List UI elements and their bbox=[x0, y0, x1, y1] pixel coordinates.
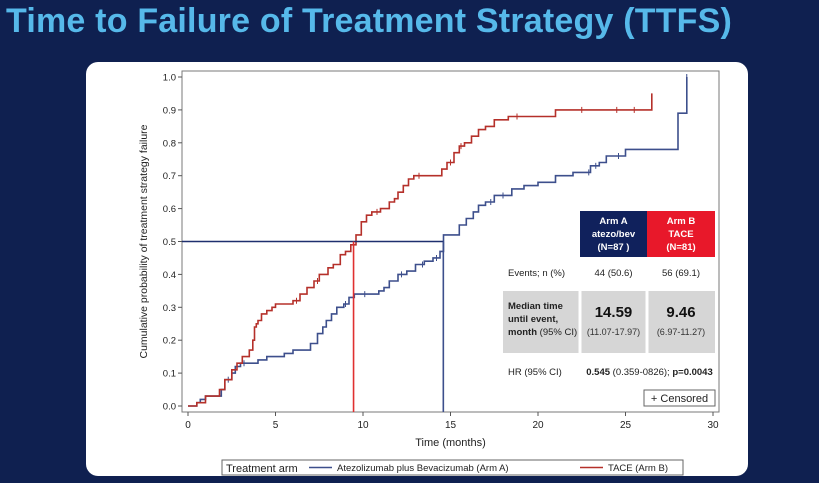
events-arm-a: 44 (50.6) bbox=[594, 268, 632, 279]
median-arm-a: 14.59 bbox=[595, 304, 633, 321]
header-arm-b-line: Arm B bbox=[667, 216, 696, 227]
header-arm-b-line: TACE bbox=[668, 229, 693, 240]
x-tick-label: 30 bbox=[707, 420, 719, 431]
x-axis-label: Time (months) bbox=[415, 437, 486, 449]
legend-label-arm-b: TACE (Arm B) bbox=[608, 463, 668, 474]
x-tick-label: 20 bbox=[532, 420, 544, 431]
header-arm-a-line: Arm A bbox=[599, 216, 627, 227]
row-label-median-1: Median time bbox=[508, 301, 563, 312]
x-tick-label: 0 bbox=[185, 420, 191, 431]
y-tick-label: 1.0 bbox=[163, 73, 176, 84]
row-label-hr: HR (95% CI) bbox=[508, 367, 562, 378]
median-ci-arm-b: (6.97-11.27) bbox=[657, 327, 705, 337]
x-tick-label: 25 bbox=[620, 420, 632, 431]
y-tick-label: 0.5 bbox=[163, 237, 176, 248]
y-tick-label: 0.9 bbox=[163, 105, 176, 116]
median-ci-arm-a: (11.07-17.97) bbox=[587, 327, 640, 337]
legend-box bbox=[221, 459, 684, 476]
table-median-row-bg bbox=[503, 291, 715, 353]
x-tick-label: 10 bbox=[357, 420, 369, 431]
km-curve-series-1 bbox=[188, 77, 688, 407]
censored-label: + Censored bbox=[651, 393, 708, 405]
x-tick-label: 15 bbox=[445, 420, 457, 431]
header-arm-a-bg bbox=[580, 211, 647, 257]
y-axis-label: Cumulative probability of treatment stra… bbox=[138, 124, 150, 358]
y-tick-label: 0.0 bbox=[163, 402, 176, 413]
row-label-median-3: month (95% CI) bbox=[508, 327, 577, 338]
y-tick-label: 0.8 bbox=[163, 138, 176, 149]
censored-box bbox=[643, 389, 716, 407]
hr-value: 0.545 (0.359-0826); p=0.0043 bbox=[586, 367, 713, 378]
row-label-events: Events; n (%) bbox=[508, 268, 565, 279]
row-label-median-2: until event, bbox=[508, 314, 558, 325]
header-arm-b-line: (N=81) bbox=[666, 242, 695, 253]
y-tick-label: 0.4 bbox=[163, 270, 176, 281]
events-arm-b: 56 (69.1) bbox=[662, 268, 700, 279]
legend-label-arm-a: Atezolizumab plus Bevacizumab (Arm A) bbox=[337, 463, 509, 474]
header-arm-a-line: (N=87 ) bbox=[598, 242, 630, 253]
censored-note: + Censored bbox=[643, 389, 716, 407]
x-tick-label: 5 bbox=[273, 420, 279, 431]
slide-title: Time to Failure of Treatment Strategy (T… bbox=[6, 2, 733, 40]
y-tick-label: 0.7 bbox=[163, 171, 176, 182]
legend-title: Treatment arm bbox=[226, 463, 298, 475]
header-arm-a-line: atezo/bev bbox=[592, 229, 636, 240]
median-arm-b: 9.46 bbox=[666, 304, 695, 321]
y-tick-label: 0.1 bbox=[163, 369, 176, 380]
header-arm-b-bg bbox=[647, 211, 715, 257]
y-tick-label: 0.3 bbox=[163, 303, 176, 314]
y-tick-label: 0.2 bbox=[163, 336, 176, 347]
y-tick-label: 0.6 bbox=[163, 204, 176, 215]
